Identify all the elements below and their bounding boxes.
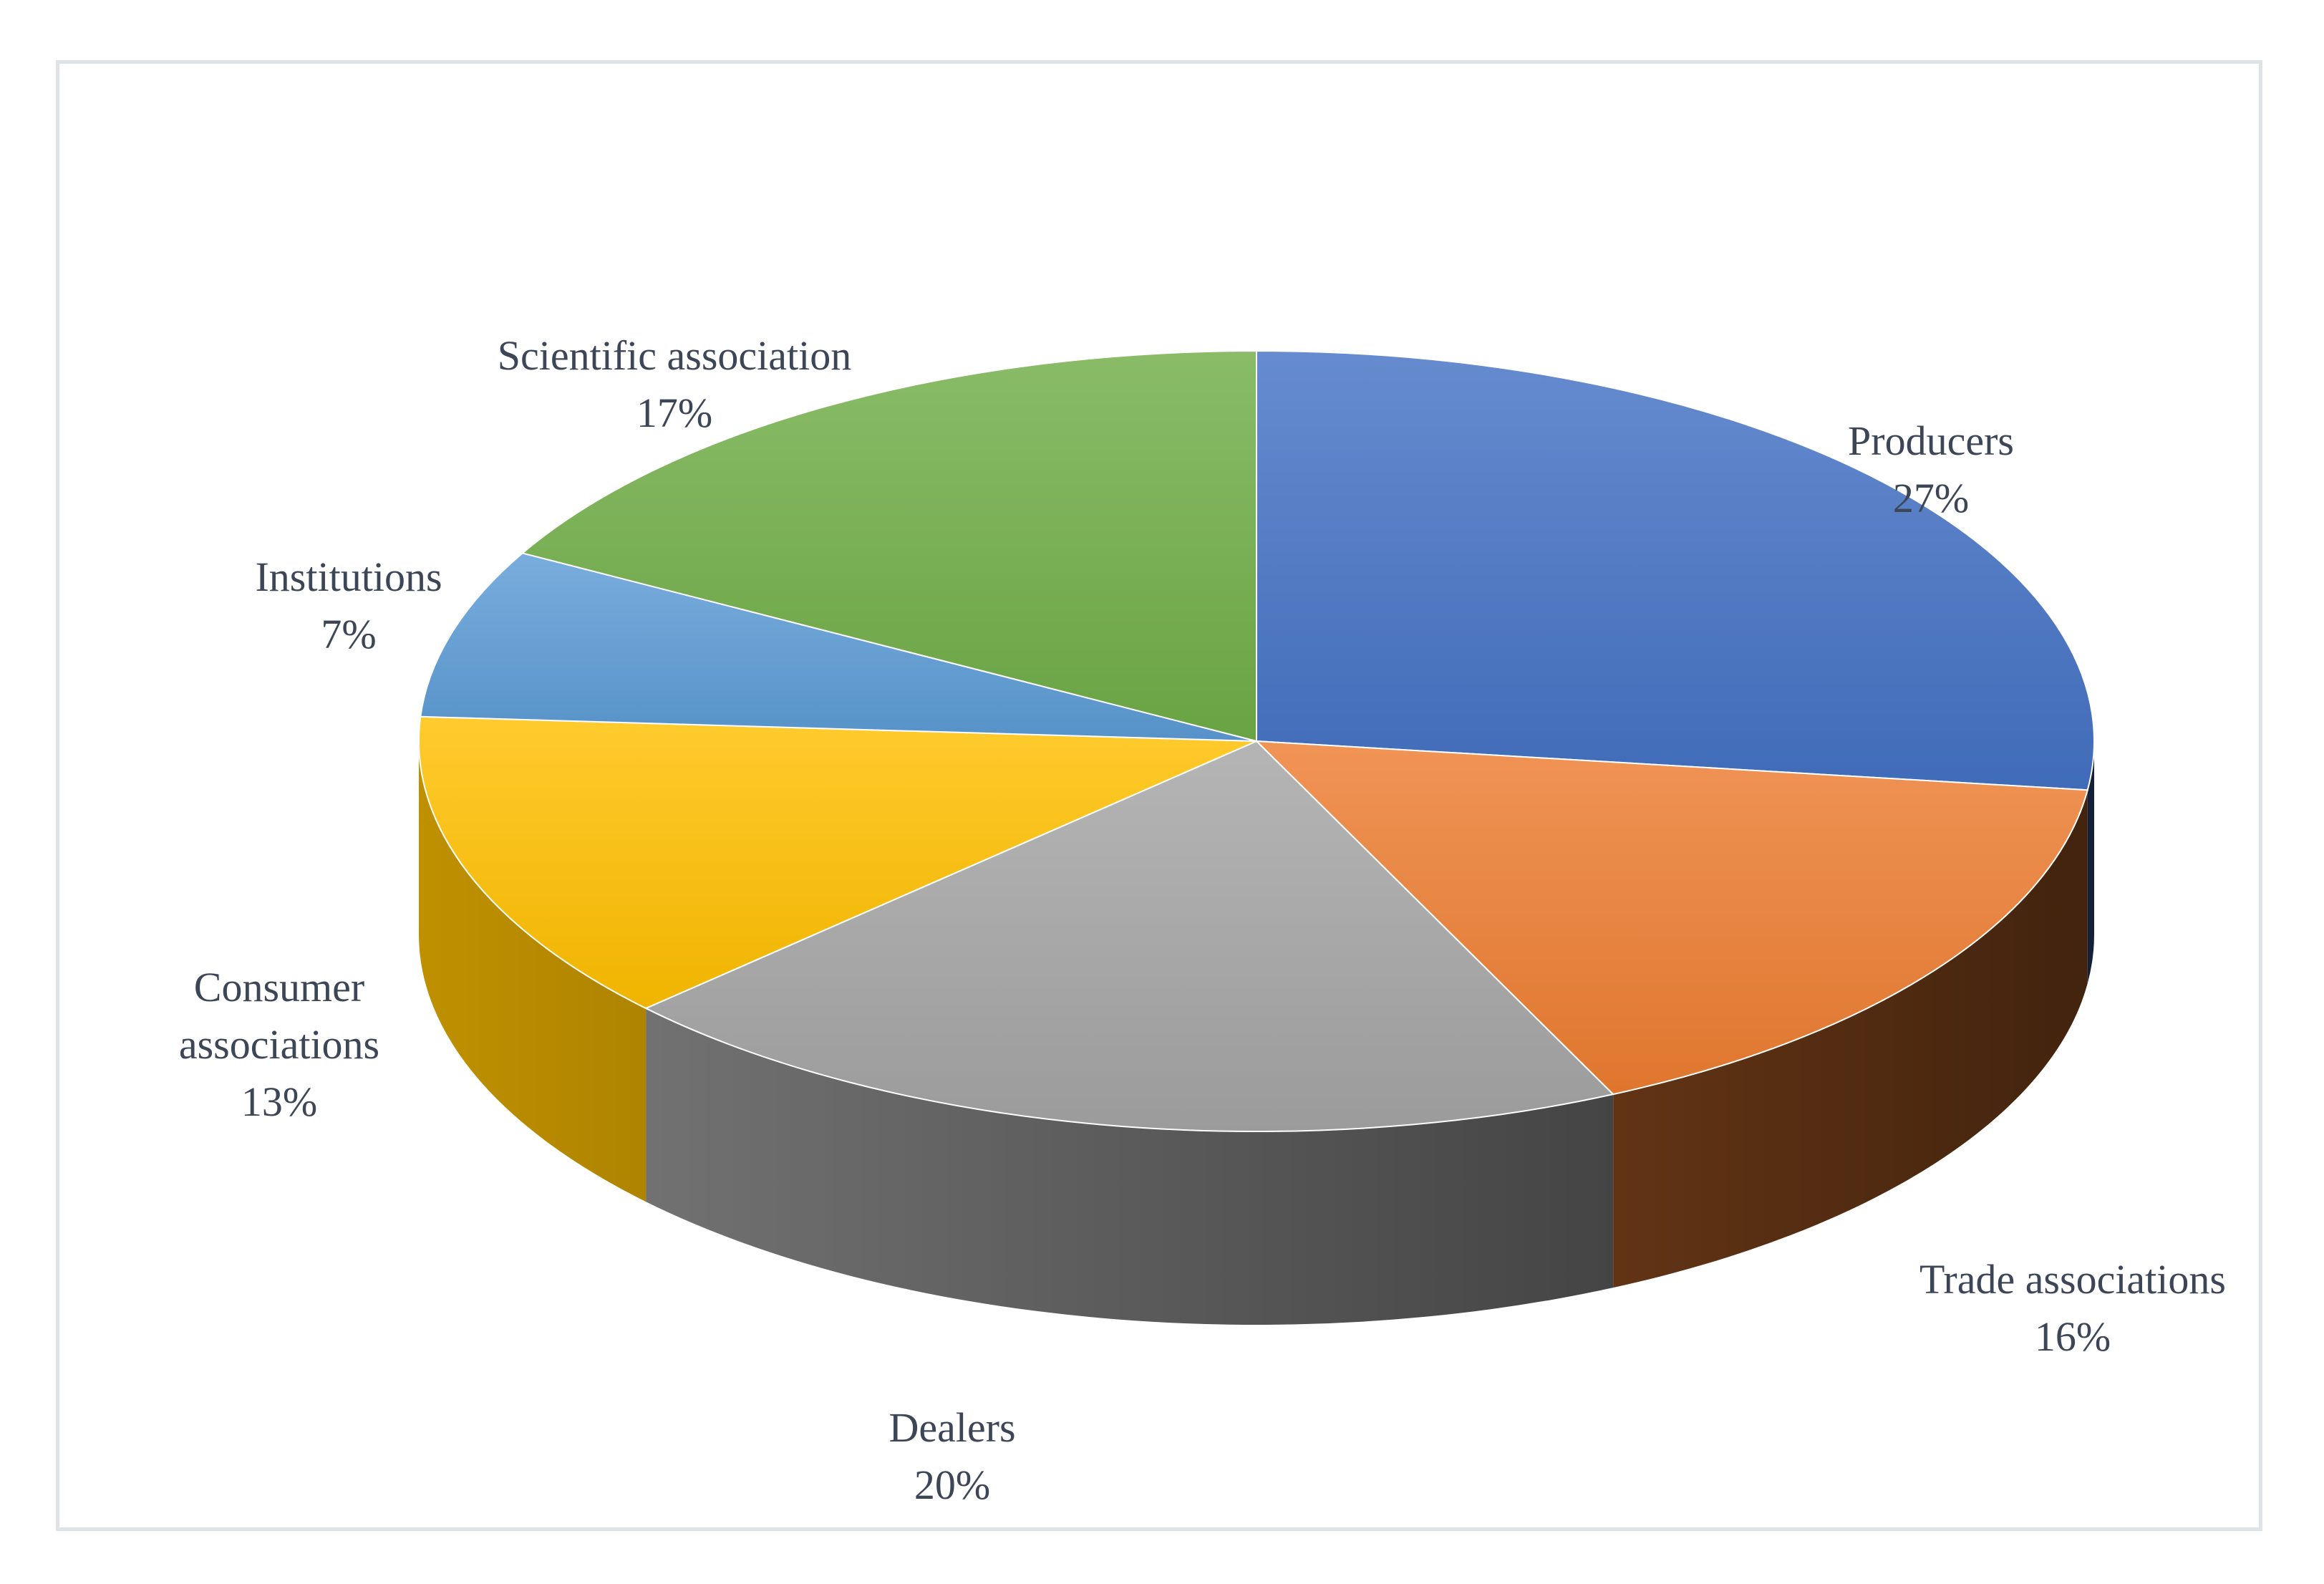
data-label-category: Institutions [255, 554, 442, 600]
pie-slice-side-consumer-associations [419, 741, 647, 1202]
data-label-value: 13% [241, 1078, 317, 1125]
pie-slice-dealers [644, 740, 1615, 1132]
data-label-scientific-association: Scientific association 17% [498, 332, 851, 436]
data-label-value: 20% [914, 1462, 990, 1508]
data-label-trade-associations: Trade associations 16% [1919, 1256, 2226, 1360]
data-label-category: Dealers [889, 1404, 1015, 1451]
data-label-dealers: Dealers 20% [889, 1404, 1015, 1508]
pie-slice-side-trade-associations [1613, 790, 2088, 1288]
pie-slice-producers [1256, 349, 2095, 791]
data-label-category: Producers [1848, 417, 2014, 464]
pie-labels: Producers 27% Trade associations 16% Dealers… [179, 332, 2226, 1508]
data-label-category: Scientific association [498, 332, 851, 379]
data-label-producers: Producers 27% [1848, 417, 2014, 521]
data-label-value: 17% [636, 390, 712, 436]
data-label-value: 27% [1893, 475, 1969, 521]
pie-slice-scientific-association [521, 349, 1257, 743]
pie-tops [418, 349, 2095, 1132]
data-label-category: Consumer [194, 964, 364, 1010]
data-label-consumer-associations: Consumer associations 13% [179, 964, 379, 1125]
data-label-value: 7% [321, 611, 376, 657]
data-label-category: Trade associations [1919, 1256, 2226, 1303]
pie-slice-institutions [420, 552, 1257, 742]
pie-slice-trade-associations [1254, 740, 2089, 1096]
data-label-category: associations [179, 1021, 379, 1068]
data-label-value: 16% [2035, 1313, 2111, 1360]
pie-slice-side-dealers [646, 1008, 1614, 1325]
pie-slice-side-producers [2087, 741, 2094, 984]
pie-sides [419, 741, 2094, 1325]
pie-slice-consumer-associations [418, 715, 1257, 1010]
data-label-institutions: Institutions 7% [255, 554, 442, 657]
